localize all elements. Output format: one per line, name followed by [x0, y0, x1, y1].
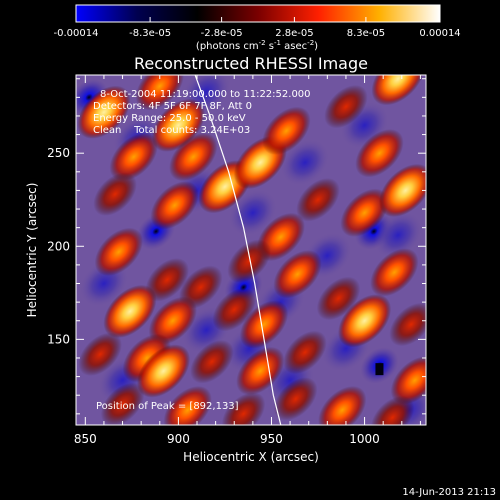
info-detectors: Detectors: 4F 5F 6F 7F 8F, Att 0	[93, 101, 252, 112]
image-emission-region	[273, 377, 318, 421]
colorbar-ticks: -0.00014 -8.3e-05 -2.8e-05 2.8e-05 8.3e-05 0.…	[54, 17, 461, 39]
image-emission-region	[163, 385, 212, 425]
y-axis-tick-label: 200	[47, 239, 70, 253]
image-emission-region	[273, 250, 322, 299]
x-axis-tick-label: 1000	[349, 432, 380, 446]
y-axis-tick-label: 150	[47, 332, 70, 346]
x-axis-tick-label: 950	[260, 432, 283, 446]
info-total-counts: Clean Total counts: 3.24E+03	[93, 125, 250, 136]
image-minimum-core	[375, 363, 384, 376]
colorbar: -0.00014 -8.3e-05 -2.8e-05 2.8e-05 8.3e-05 0.…	[54, 4, 461, 52]
image-emission-region	[370, 395, 415, 425]
image-emission-region	[389, 302, 426, 347]
info-block: 8-Oct-2004 11:19:00.000 to 11:22:52.000 …	[93, 89, 311, 412]
x-axis-tick-label: 850	[74, 432, 97, 446]
x-axis-label: Heliocentric X (arcsec)	[183, 450, 319, 464]
image-emission-region	[378, 163, 426, 217]
image-emission-region	[150, 181, 199, 230]
colorbar-tick-label: -0.00014	[54, 28, 99, 39]
image-emission-region	[390, 356, 426, 405]
image-emission-region	[370, 248, 419, 297]
image-emission-region	[78, 332, 122, 376]
image-emission-region	[283, 330, 327, 375]
image-area	[76, 75, 426, 425]
image-emission-region	[93, 172, 137, 216]
image-emission-region	[148, 296, 197, 345]
image-emission-region	[371, 75, 425, 106]
image-emission-region	[338, 294, 392, 348]
footer-timestamp: 14-Jun-2013 21:13	[402, 487, 496, 498]
image-emission-region	[190, 339, 234, 384]
y-axis-tick-label: 250	[47, 146, 70, 160]
image-emission-region	[100, 382, 145, 425]
image-emission-region	[262, 106, 311, 155]
x-axis-tick-label: 900	[167, 432, 190, 446]
image-emission-region	[103, 284, 157, 338]
image-low-region	[281, 139, 329, 186]
image-emission-region	[145, 258, 189, 302]
colorbar-tick-label: -2.8e-05	[201, 28, 243, 39]
solar-limb-line	[194, 75, 282, 425]
colorbar-strip	[75, 4, 441, 23]
image-emission-region	[169, 132, 218, 182]
image-emission-region	[239, 300, 289, 349]
image-emission-region	[227, 239, 271, 283]
image-emission-region	[340, 188, 389, 237]
image-emission-region	[355, 129, 404, 178]
peak-position-label: Position of Peak = [892,133]	[96, 401, 239, 412]
image-emission-region	[296, 178, 340, 222]
colorbar-units: (photons cm-2 s-1 asec-2)	[196, 39, 318, 52]
image-emission-region	[94, 227, 143, 276]
image-emission-region	[135, 75, 184, 111]
colorbar-tick-label: 8.3e-05	[347, 28, 385, 39]
image-emission-region	[236, 346, 285, 396]
axis-ticks: 850 900 950 1000 150 200 250	[47, 75, 426, 446]
info-time-range: 8-Oct-2004 11:19:00.000 to 11:22:52.000	[100, 89, 311, 100]
image-low-region	[374, 212, 422, 258]
image-emission-region	[77, 85, 131, 139]
image-emission-regions	[77, 75, 426, 425]
chart-title: Reconstructed RHESSI Image	[134, 54, 368, 73]
image-emission-region	[109, 132, 158, 182]
colorbar-tick-label: -8.3e-05	[129, 28, 171, 39]
image-low-region	[229, 190, 277, 236]
plot-frame	[75, 74, 427, 426]
y-axis-label: Heliocentric Y (arcsec)	[25, 183, 39, 318]
image-emission-region	[136, 344, 191, 398]
colorbar-tick-label: 2.8e-05	[275, 28, 313, 39]
image-emission-region	[318, 385, 367, 425]
info-energy-range: Energy Range: 25.0 - 50.0 keV	[93, 113, 246, 124]
image-emission-region	[324, 84, 368, 129]
colorbar-tick-label: 0.00014	[419, 28, 460, 39]
